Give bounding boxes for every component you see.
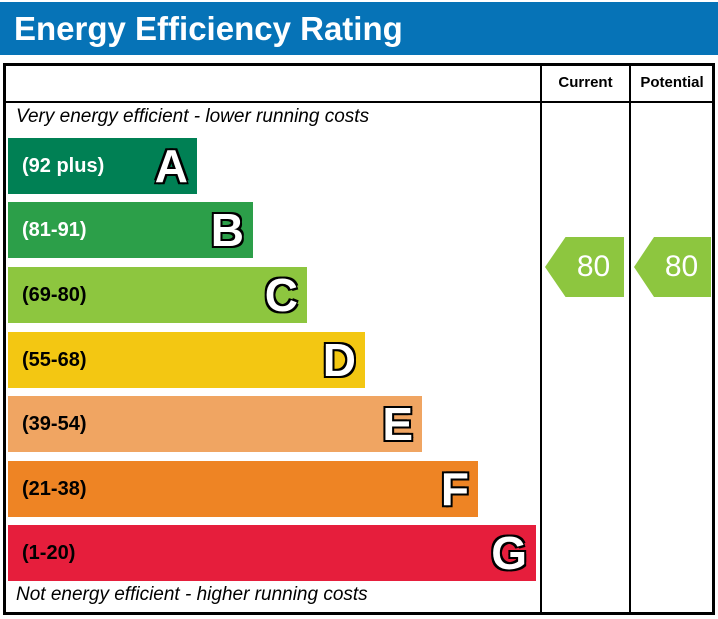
- header-row-divider: [5, 101, 713, 103]
- potential-rating-value: 80: [664, 250, 699, 283]
- band-c-letter: C: [264, 268, 300, 323]
- band-b-letter: B: [210, 203, 246, 258]
- band-f: (21-38) F: [8, 461, 478, 517]
- caption-not-efficient: Not energy efficient - higher running co…: [16, 584, 368, 605]
- divider-current-column: [540, 63, 542, 615]
- band-g-letter: G: [490, 526, 528, 581]
- band-c-range: (69-80): [22, 283, 87, 306]
- page-title: Energy Efficiency Rating: [14, 9, 403, 47]
- band-g-range: (1-20): [22, 541, 76, 564]
- band-b: (81-91) B: [8, 202, 253, 258]
- band-d: (55-68) D: [8, 332, 365, 388]
- band-a-letter: A: [154, 139, 190, 194]
- band-e: (39-54) E: [8, 396, 422, 452]
- band-a-range: (92 plus): [22, 154, 105, 177]
- band-d-range: (55-68): [22, 348, 87, 371]
- current-column-header: Current: [558, 73, 613, 91]
- band-c: (69-80) C: [8, 267, 307, 323]
- caption-very-efficient: Very energy efficient - lower running co…: [16, 106, 370, 127]
- title-bar: Energy Efficiency Rating: [0, 2, 718, 55]
- band-e-range: (39-54): [22, 412, 87, 435]
- band-e-letter: E: [381, 397, 414, 452]
- current-rating-value: 80: [576, 250, 611, 283]
- band-a: (92 plus) A: [8, 138, 197, 194]
- band-f-letter: F: [440, 462, 471, 517]
- band-g: (1-20) G: [8, 525, 536, 581]
- band-d-letter: D: [322, 333, 358, 388]
- potential-column-header: Potential: [640, 73, 704, 91]
- band-b-range: (81-91): [22, 218, 87, 241]
- band-f-range: (21-38): [22, 477, 87, 500]
- divider-potential-column: [629, 63, 631, 615]
